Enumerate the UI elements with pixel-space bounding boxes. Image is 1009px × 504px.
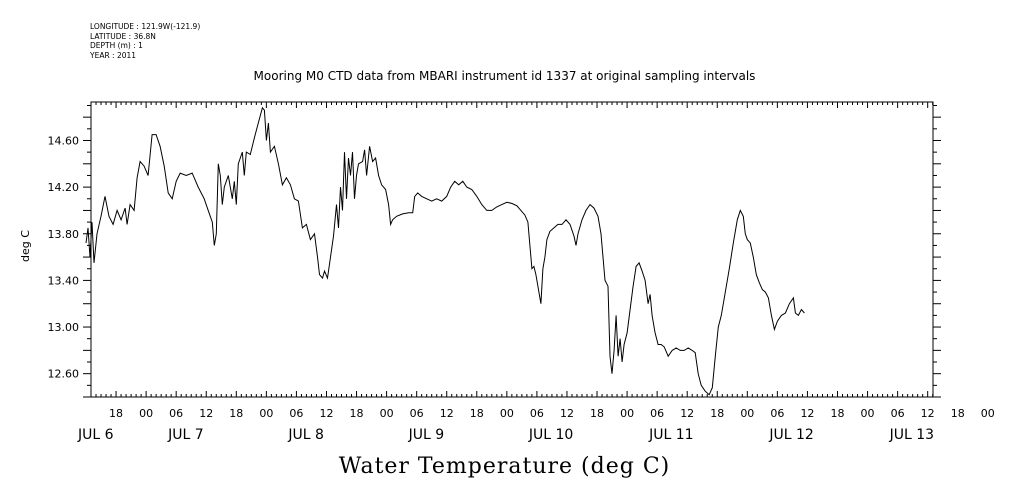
- mooring-metadata: LONGITUDE : 121.9W(-121.9) LATITUDE : 36…: [90, 22, 200, 60]
- x-tick-label: 18: [470, 407, 484, 420]
- x-tick-label: 06: [891, 407, 905, 420]
- x-tick-label: 12: [921, 407, 935, 420]
- x-tick-label: 00: [500, 407, 514, 420]
- x-day-label: JUL 9: [408, 427, 445, 443]
- x-tick-label: 06: [410, 407, 424, 420]
- y-tick-label: 14.60: [48, 134, 80, 147]
- x-tick-label: 18: [831, 407, 845, 420]
- x-day-label: JUL 12: [768, 427, 813, 443]
- year-label: YEAR : 2011: [90, 50, 137, 60]
- axis-ticks: [83, 102, 941, 398]
- x-tick-label: 18: [350, 407, 364, 420]
- axis-tick-labels: 12.60 13.00 13.40 13.80 14.20 14.60 18 00 06 12 18…: [48, 134, 995, 443]
- x-tick-label: 12: [560, 407, 574, 420]
- x-tick-label: 18: [109, 407, 123, 420]
- x-tick-label: 12: [440, 407, 454, 420]
- latitude-label: LATITUDE : 36.8N: [90, 31, 156, 41]
- x-tick-label: 00: [380, 407, 394, 420]
- x-day-label: JUL 13: [889, 427, 934, 443]
- x-tick-label: 18: [951, 407, 965, 420]
- x-tick-label: 00: [259, 407, 273, 420]
- x-tick-label: 00: [740, 407, 754, 420]
- x-tick-label: 12: [319, 407, 333, 420]
- x-tick-label: 00: [139, 407, 153, 420]
- x-tick-label: 12: [800, 407, 814, 420]
- depth-label: DEPTH (m) : 1: [90, 41, 143, 50]
- x-tick-label: 00: [620, 407, 634, 420]
- x-tick-label: 12: [680, 407, 694, 420]
- x-tick-label: 00: [861, 407, 875, 420]
- x-tick-label: 06: [169, 407, 183, 420]
- x-day-label: JUL 11: [648, 427, 693, 443]
- x-day-label: JUL 8: [287, 427, 324, 443]
- x-axis-label: Water Temperature (deg C): [338, 454, 671, 479]
- longitude-label: LONGITUDE : 121.9W(-121.9): [90, 22, 201, 31]
- x-day-label: JUL 10: [528, 427, 573, 443]
- x-tick-label: 06: [650, 407, 664, 420]
- plot-frame: [90, 101, 934, 398]
- x-tick-label: 18: [710, 407, 724, 420]
- x-tick-label: 06: [770, 407, 784, 420]
- water-temperature-series-line: [85, 106, 805, 396]
- x-tick-label: 06: [530, 407, 544, 420]
- x-day-label: JUL 7: [167, 427, 204, 443]
- y-tick-label: 13.40: [48, 274, 80, 287]
- y-tick-label: 12.60: [48, 368, 80, 381]
- chart-title: Mooring M0 CTD data from MBARI instrumen…: [253, 69, 756, 83]
- y-tick-label: 14.20: [48, 181, 80, 194]
- x-tick-label: 00: [981, 407, 995, 420]
- y-tick-label: 13.00: [48, 321, 80, 334]
- y-tick-label: 13.80: [48, 228, 80, 241]
- x-day-label: JUL 6: [77, 427, 114, 443]
- x-tick-label: 06: [289, 407, 303, 420]
- x-tick-label: 18: [590, 407, 604, 420]
- x-tick-label: 18: [229, 407, 243, 420]
- x-tick-label: 12: [199, 407, 213, 420]
